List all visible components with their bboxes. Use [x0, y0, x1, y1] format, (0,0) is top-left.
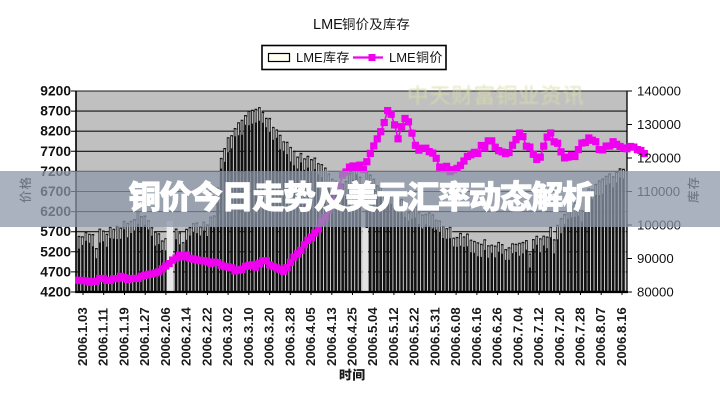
svg-text:4700: 4700: [40, 264, 71, 279]
svg-text:LME: LME: [389, 50, 416, 65]
svg-text:LME: LME: [313, 17, 343, 33]
svg-text:90000: 90000: [637, 251, 674, 266]
svg-text:2006.3.20: 2006.3.20: [262, 307, 277, 366]
svg-text:120000: 120000: [637, 151, 681, 166]
svg-text:2006.5.04: 2006.5.04: [365, 307, 380, 366]
svg-text:7700: 7700: [40, 144, 71, 159]
svg-text:2006.1.27: 2006.1.27: [137, 307, 152, 366]
svg-text:80000: 80000: [637, 285, 674, 300]
svg-text:2006.5.12: 2006.5.12: [386, 307, 401, 366]
svg-text:8200: 8200: [40, 124, 71, 139]
svg-text:130000: 130000: [637, 117, 681, 132]
svg-text:2006.1.19: 2006.1.19: [117, 307, 132, 366]
svg-text:2006.6.16: 2006.6.16: [469, 307, 484, 366]
svg-text:2006.7.28: 2006.7.28: [573, 307, 588, 366]
svg-text:2006.3.28: 2006.3.28: [282, 307, 297, 366]
svg-text:2006.4.05: 2006.4.05: [303, 307, 318, 366]
svg-text:2006.1.03: 2006.1.03: [75, 307, 90, 366]
svg-text:2006.7.20: 2006.7.20: [552, 307, 567, 366]
svg-text:2006.1.11: 2006.1.11: [96, 308, 111, 366]
svg-text:2006.4.13: 2006.4.13: [324, 307, 339, 366]
svg-text:5200: 5200: [40, 244, 71, 259]
svg-text:2006.5.22: 2006.5.22: [407, 307, 422, 366]
svg-text:2006.2.06: 2006.2.06: [158, 307, 173, 366]
svg-text:2006.6.26: 2006.6.26: [490, 307, 505, 366]
svg-text:9200: 9200: [40, 84, 71, 99]
svg-text:2006.2.22: 2006.2.22: [199, 307, 214, 366]
svg-text:2006.3.02: 2006.3.02: [220, 307, 235, 366]
svg-text:2006.7.12: 2006.7.12: [531, 307, 546, 366]
svg-text:140000: 140000: [637, 84, 681, 99]
svg-text:2006.3.10: 2006.3.10: [241, 307, 256, 366]
svg-text:2006.6.08: 2006.6.08: [448, 307, 463, 366]
svg-text:2006.5.31: 2006.5.31: [427, 307, 442, 366]
svg-text:LME: LME: [296, 50, 323, 65]
svg-text:2006.2.14: 2006.2.14: [179, 307, 194, 366]
svg-text:2006.4.25: 2006.4.25: [345, 307, 360, 366]
svg-text:2006.7.04: 2006.7.04: [510, 307, 525, 366]
svg-text:2006.8.07: 2006.8.07: [593, 307, 608, 366]
svg-text:8700: 8700: [40, 104, 71, 119]
svg-text:4200: 4200: [40, 285, 71, 300]
svg-text:5700: 5700: [40, 224, 71, 239]
svg-text:2006.8.16: 2006.8.16: [614, 307, 629, 366]
